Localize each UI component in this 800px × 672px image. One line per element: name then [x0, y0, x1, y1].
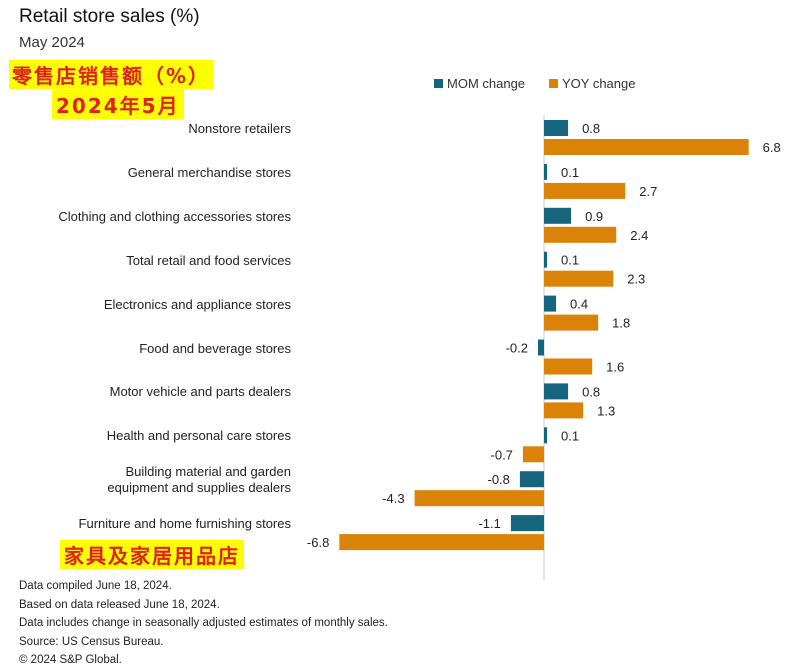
yoy-data-label: 2.7 [639, 184, 657, 199]
yoy-data-label: -0.7 [491, 447, 513, 462]
category-label: Electronics and appliance stores [103, 296, 291, 312]
cn-date-overlay: 2024年5月 [52, 90, 184, 119]
category-label: Clothing and clothing accessories stores [58, 208, 291, 224]
category-label: General merchandise stores [127, 164, 291, 180]
legend-swatch-yoy [549, 79, 558, 88]
category-label: Health and personal care stores [106, 428, 291, 444]
mom-data-label: 0.1 [561, 428, 579, 443]
yoy-data-label: -4.3 [382, 491, 404, 506]
mom-data-label: -0.2 [506, 341, 528, 356]
mom-bar [544, 295, 557, 312]
category-label: equipment and supplies dealers [107, 480, 291, 496]
mom-bar [537, 339, 544, 356]
yoy-data-label: 1.3 [597, 403, 615, 418]
legend-swatch-mom [434, 79, 443, 88]
mom-bar [544, 427, 548, 444]
yoy-data-label: 1.6 [606, 360, 624, 375]
mom-data-label: 0.8 [582, 121, 600, 136]
yoy-data-label: 2.3 [627, 272, 645, 287]
legend-label-mom: MOM change [447, 76, 526, 91]
yoy-bar [544, 139, 749, 155]
yoy-data-label: 1.8 [612, 316, 630, 331]
mom-data-label: 0.4 [570, 297, 588, 312]
yoy-bar [544, 270, 614, 287]
footnote: Data includes change in seasonally adjus… [19, 617, 388, 629]
yoy-data-label: -6.8 [307, 535, 329, 550]
mom-bar [544, 207, 572, 224]
yoy-bar [544, 182, 626, 199]
mom-bar [544, 120, 569, 136]
mom-bar [544, 383, 569, 400]
yoy-bar [544, 314, 599, 331]
category-label: Motor vehicle and parts dealers [109, 384, 291, 400]
mom-bar [519, 471, 544, 488]
category-label: Food and beverage stores [139, 340, 291, 356]
cn-furniture-overlay: 家具及家居用品店 [60, 540, 244, 569]
mom-data-label: 0.1 [561, 165, 579, 180]
footnote: Based on data released June 18, 2024. [19, 598, 220, 611]
category-label: Nonstore retailers [188, 121, 291, 136]
mom-bar [544, 163, 548, 180]
yoy-data-label: 2.4 [630, 228, 648, 243]
mom-data-label: 0.9 [585, 209, 603, 224]
footnote: © 2024 S&P Global. [19, 654, 122, 666]
yoy-bar [544, 402, 584, 419]
yoy-bar [522, 446, 544, 463]
yoy-bar [414, 490, 544, 507]
mom-data-label: -0.8 [488, 472, 510, 487]
footnote: Source: US Census Bureau. [19, 635, 164, 648]
yoy-bar [544, 358, 593, 375]
legend-label-yoy: YOY change [562, 76, 636, 91]
legend-mom: MOM change [434, 76, 525, 91]
category-label: Furniture and home furnishing stores [78, 516, 291, 532]
yoy-data-label: 6.8 [763, 140, 781, 155]
category-label: Total retail and food services [126, 252, 291, 268]
mom-data-label: -1.1 [478, 516, 500, 531]
cn-title-overlay: 零售店销售额（%） [9, 60, 214, 89]
category-label: Building material and garden [125, 464, 292, 480]
mom-bar [510, 515, 544, 532]
legend-yoy: YOY change [549, 76, 635, 91]
footnote: Data compiled June 18, 2024. [19, 580, 172, 592]
mom-data-label: 0.8 [582, 384, 600, 399]
mom-data-label: 0.1 [561, 253, 579, 268]
yoy-bar [544, 226, 617, 243]
chart-subtitle: May 2024 [19, 34, 85, 51]
chart-title: Retail store sales (%) [19, 6, 200, 27]
mom-bar [544, 251, 548, 268]
yoy-bar [339, 534, 544, 551]
